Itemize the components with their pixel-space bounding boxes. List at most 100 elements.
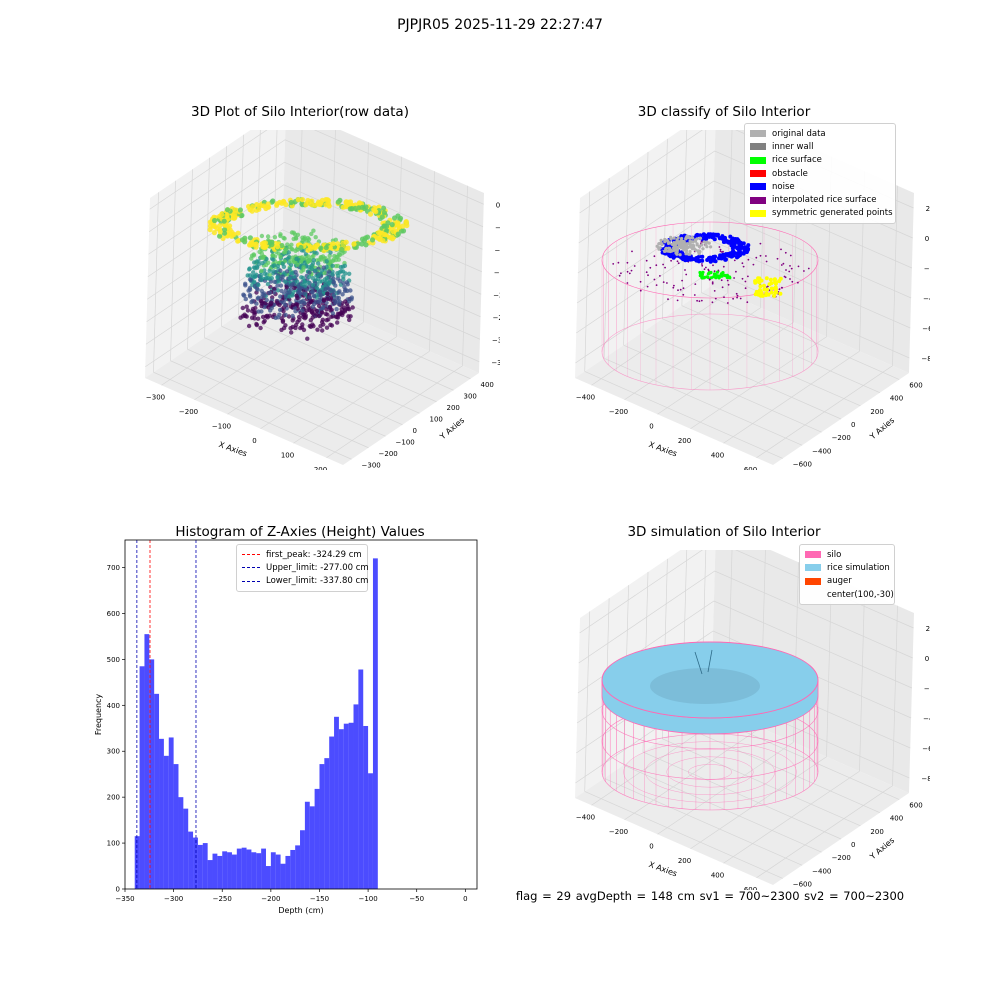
noise-point: [709, 257, 714, 262]
interpolated-point: [788, 270, 791, 273]
interpolated-point: [653, 278, 656, 281]
original-point: [672, 241, 676, 245]
interpolated-point: [789, 254, 792, 257]
original-point: [674, 251, 678, 255]
raw-point: [306, 274, 312, 280]
histogram-bar: [295, 845, 301, 890]
raw-point: [275, 275, 280, 280]
simulation-z-tick: −800: [921, 775, 930, 783]
raw-point: [295, 302, 300, 307]
raw-point: [252, 312, 257, 317]
raw-point: [251, 270, 256, 275]
noise-point: [741, 241, 746, 246]
raw-point: [400, 223, 406, 229]
raw-point: [302, 279, 308, 285]
raw-xgrid: [260, 336, 397, 430]
legend-line-swatch: [242, 554, 260, 556]
histogram-bar: [231, 854, 237, 889]
raw-point: [289, 330, 294, 335]
raw-ygrid: [238, 314, 437, 403]
classify-point-cloud: [612, 232, 810, 304]
raw-point: [336, 251, 342, 257]
raw-point: [397, 215, 404, 221]
simulation-ygrid: [623, 764, 822, 853]
raw-point: [312, 301, 317, 307]
raw-point: [307, 270, 312, 275]
classify-zgrid: [577, 180, 913, 274]
interpolated-point: [647, 274, 649, 277]
raw-point: [369, 237, 376, 243]
original-point: [688, 250, 692, 254]
raw-point: [327, 304, 333, 310]
original-point: [678, 253, 682, 257]
symmetric-point: [769, 286, 774, 291]
raw-point: [298, 286, 303, 291]
interpolated-point: [797, 265, 800, 268]
interpolated-point: [639, 289, 642, 292]
original-point: [668, 249, 672, 254]
interpolated-point: [778, 288, 781, 291]
histogram-bar: [159, 738, 164, 889]
interpolated-point: [618, 274, 621, 277]
raw-z-tick: 0: [496, 201, 500, 209]
interpolated-point: [711, 281, 714, 284]
rice-surface-point: [700, 275, 704, 279]
histogram-bar: [358, 669, 364, 889]
simulation-y-tick: 600: [909, 802, 922, 810]
interpolated-point: [789, 278, 791, 280]
raw-point: [315, 201, 321, 207]
raw-point: [222, 222, 228, 228]
raw-point: [235, 238, 241, 244]
raw-point: [340, 204, 346, 210]
raw-point: [280, 274, 285, 279]
interpolated-point: [803, 270, 805, 272]
legend-entry: noise: [750, 180, 890, 193]
simulation-y-tick: 400: [890, 815, 903, 823]
raw-point: [301, 291, 306, 296]
interpolated-point: [776, 257, 779, 260]
histogram-bar: [188, 831, 194, 889]
raw-point: [283, 312, 288, 318]
raw-point: [327, 269, 332, 274]
raw-point: [255, 287, 260, 292]
interpolated-point: [645, 259, 648, 262]
classify-z-tick: −800: [921, 355, 930, 363]
raw-point: [224, 212, 230, 219]
symmetric-point: [768, 277, 773, 282]
raw-z-tick: −50: [495, 224, 500, 232]
noise-point: [736, 254, 741, 259]
interpolated-point: [719, 248, 722, 251]
interpolated-point: [735, 292, 738, 295]
raw-point: [311, 293, 317, 298]
histogram-bar: [217, 855, 223, 889]
raw-point: [217, 229, 223, 235]
original-point: [689, 243, 693, 247]
classify-y-tick: 0: [851, 421, 855, 429]
raw-point: [269, 300, 274, 305]
raw-point: [351, 241, 357, 247]
raw-point: [279, 242, 285, 249]
raw-point: [331, 257, 336, 262]
raw-point: [330, 241, 336, 247]
interpolated-point: [789, 265, 791, 267]
interpolated-point: [659, 275, 661, 277]
original-point: [680, 236, 684, 241]
interpolated-point: [755, 256, 758, 259]
interpolated-point: [713, 270, 716, 273]
legend-label: Upper_limit: -277.00 cm: [266, 562, 369, 573]
raw-point: [337, 311, 342, 317]
legend-entry: inner wall: [750, 140, 890, 153]
simulation-xgrid-wall: [859, 591, 865, 772]
raw-point: [313, 268, 318, 273]
raw-point: [244, 304, 249, 309]
legend-label: silo: [827, 549, 842, 560]
raw-point: [306, 280, 311, 285]
classify-x-tick: −200: [609, 408, 628, 416]
histogram-bar: [309, 806, 315, 889]
legend-label: first_peak: -324.29 cm: [266, 549, 362, 560]
y-tick-label: 600: [107, 610, 120, 618]
y-tick-label: 100: [107, 840, 120, 848]
classify-ygrid-wall: [584, 191, 591, 372]
interpolated-point: [664, 266, 666, 269]
raw-point: [288, 259, 293, 264]
